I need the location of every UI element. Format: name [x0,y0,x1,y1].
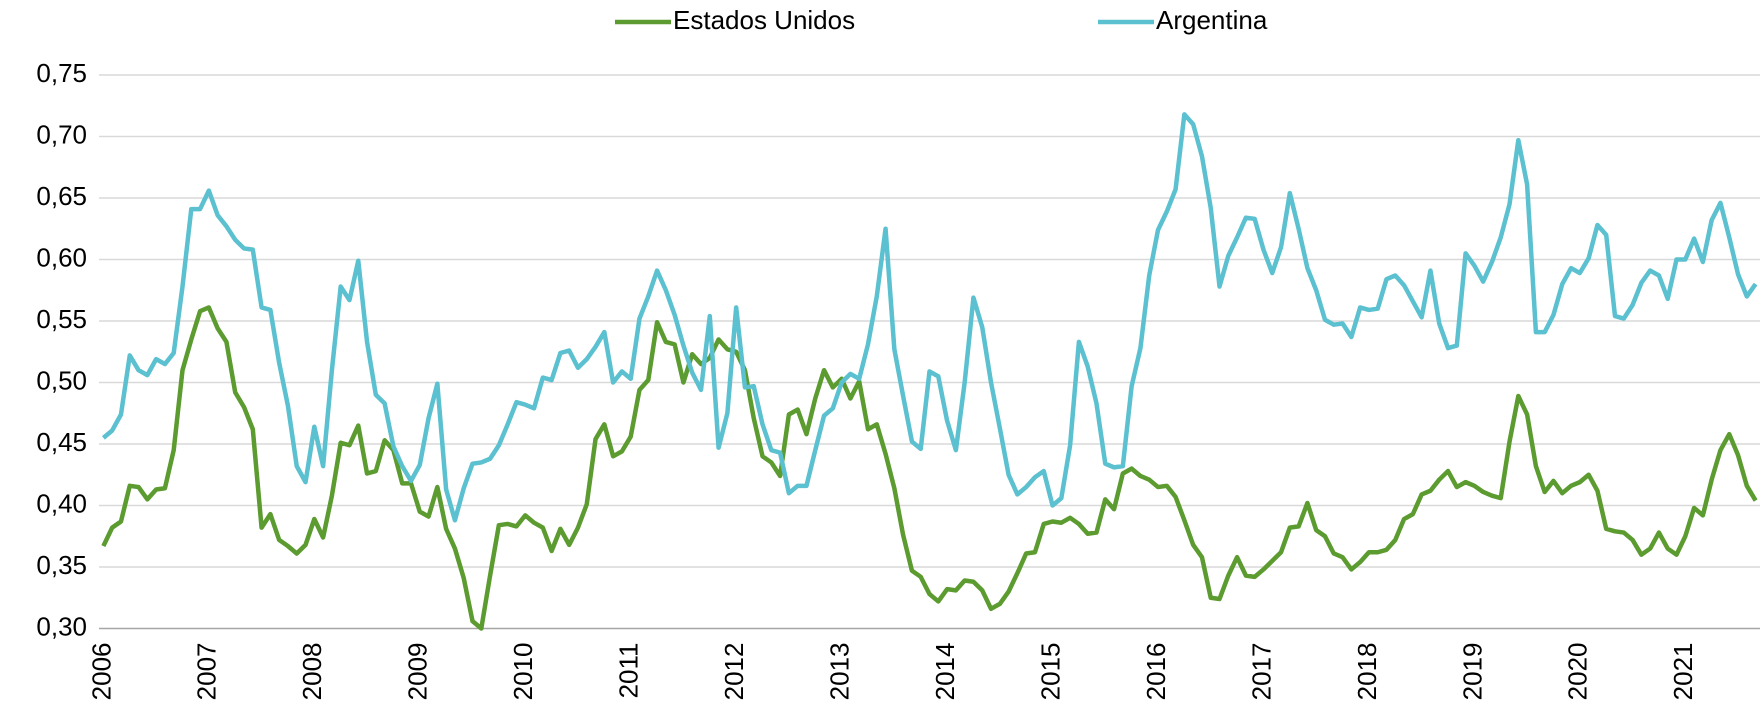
y-tick-label: 0,40 [36,488,87,518]
x-tick-label: 2011 [614,643,644,699]
y-tick-label: 0,50 [36,365,87,395]
legend-label: Argentina [1156,5,1268,35]
x-tick-label: 2021 [1668,643,1698,701]
y-tick-label: 0,60 [36,242,87,272]
y-tick-label: 0,70 [36,119,87,149]
x-tick-label: 2014 [930,643,960,701]
x-tick-label: 2012 [719,643,749,701]
y-tick-label: 0,65 [36,181,87,211]
y-tick-label: 0,35 [36,550,87,580]
y-tick-label: 0,30 [36,611,87,641]
x-tick-label: 2017 [1246,643,1276,701]
series-line [101,305,1758,631]
x-tick-label: 2013 [824,643,854,701]
x-tick-label: 2016 [1141,643,1171,701]
x-tick-label: 2006 [86,643,116,701]
legend-label: Estados Unidos [673,5,855,35]
x-tick-label: 2008 [297,643,327,701]
x-tick-label: 2018 [1352,643,1382,701]
y-tick-label: 0,55 [36,304,87,334]
x-tick-label: 2009 [403,643,433,701]
x-tick-label: 2019 [1457,643,1487,701]
x-tick-label: 2007 [192,643,222,701]
series-line [101,112,1758,523]
x-tick-label: 2020 [1563,643,1593,701]
y-tick-label: 0,45 [36,427,87,457]
x-tick-label: 2015 [1035,643,1065,701]
y-tick-label: 0,75 [36,58,87,88]
x-tick-label: 2010 [508,643,538,701]
